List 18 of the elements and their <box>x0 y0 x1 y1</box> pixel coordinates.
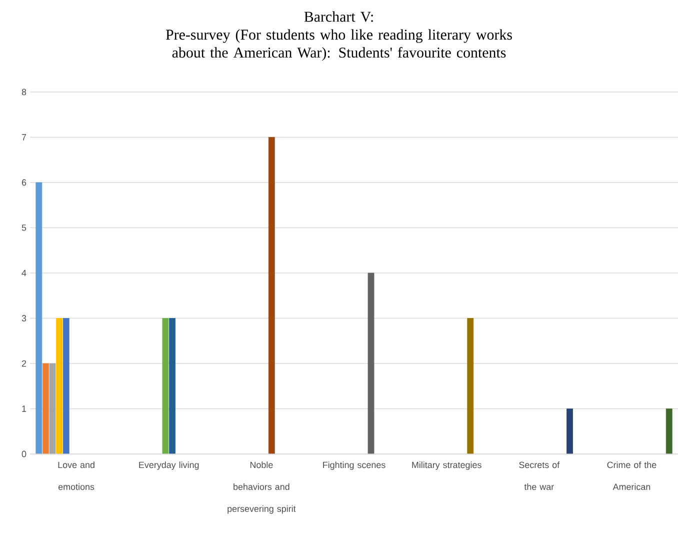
x-tick-label: Everyday living <box>139 462 199 470</box>
chart-subtitle: Pre-survey (For students who like reading literary works about the American War): Students' favourite contents <box>166 29 512 61</box>
y-tick-label: 8 <box>22 88 26 96</box>
category-label: Love and emotions <box>58 462 94 490</box>
y-tick-label: 0 <box>22 450 26 458</box>
x-tick-label: Fighting scenes <box>323 462 386 470</box>
category-label: Crime of the American <box>607 462 656 490</box>
y-tick-label: 7 <box>22 134 26 140</box>
y-tick-label: 1 <box>22 406 26 412</box>
y-tick-label: 2 <box>22 360 26 367</box>
y-tick-label: 3 <box>22 315 26 322</box>
y-tick-label: 6 <box>22 179 26 186</box>
x-tick-label: Military strategies <box>412 462 482 470</box>
chart-title: Barchart V: <box>304 11 373 22</box>
category-label: Secrets of the war <box>519 462 560 490</box>
y-tick-label: 5 <box>22 224 26 231</box>
category-label: Noble behaviors and persevering spirit <box>228 462 296 514</box>
y-tick-label: 4 <box>22 270 26 276</box>
